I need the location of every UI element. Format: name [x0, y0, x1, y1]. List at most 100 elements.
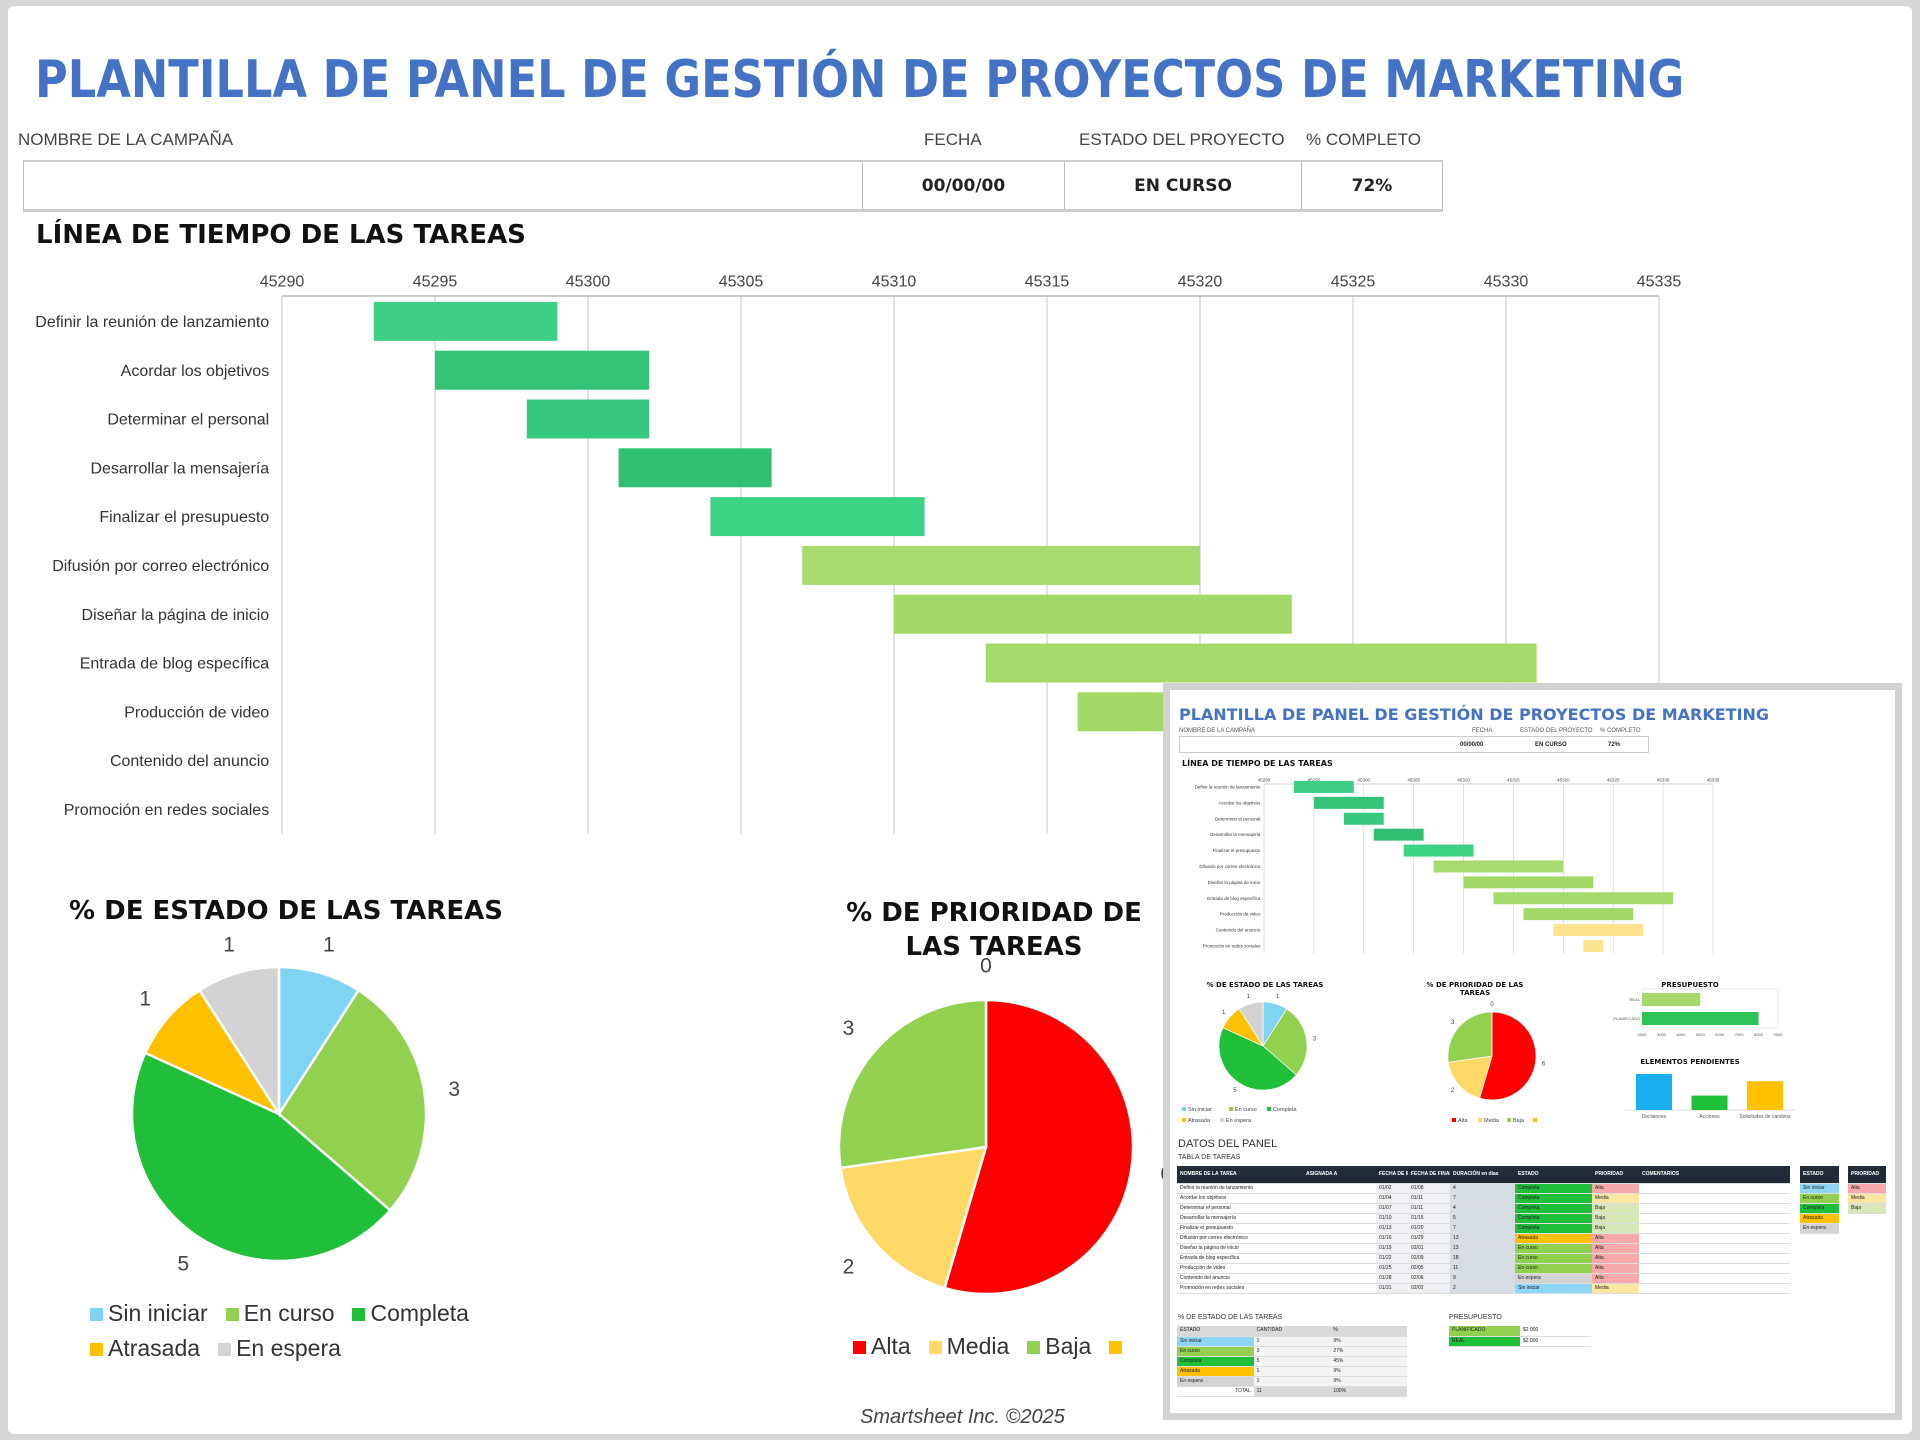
table-cell: Alta — [1592, 1253, 1639, 1264]
status-legend-row2: Atrasada En espera — [90, 1335, 341, 1362]
legend-label: Completa — [1273, 1107, 1297, 1113]
table-cell: Completa — [1515, 1203, 1592, 1214]
gantt-task-label: Difusión por correo electrónico — [1199, 864, 1261, 869]
table-cell: 01/08 — [1408, 1183, 1450, 1194]
table-cell — [1639, 1183, 1790, 1194]
budget-bar-label: PLANIFICADO — [1613, 1016, 1640, 1021]
pie-slice — [277, 965, 361, 1119]
table-cell — [1639, 1193, 1790, 1204]
table-cell — [1639, 1213, 1790, 1224]
table-cell — [1303, 1253, 1376, 1264]
table-row: Diseñar la página de inicio 01/19 02/01 13 E… — [1177, 1243, 1790, 1254]
table-cell: Diseñar la página de inicio — [1177, 1243, 1303, 1254]
table-cell: Completa — [1515, 1193, 1592, 1204]
budget-tick-label: 7000 — [1735, 1032, 1745, 1037]
complete-field[interactable]: 72% — [1301, 162, 1442, 209]
gantt-tick-label: 45310 — [872, 273, 917, 290]
table-cell: $2 000 — [1520, 1326, 1591, 1337]
legend-label: Alta — [871, 1333, 911, 1359]
gantt-bar — [894, 594, 1292, 634]
gantt-bar — [1583, 939, 1604, 952]
legend-item: Atrasada — [90, 1335, 200, 1362]
gantt-task-label: Acordar los objetivos — [121, 363, 270, 380]
table-cell: 01/22 — [1376, 1253, 1408, 1264]
gantt-task-label: Promoción en redes sociales — [64, 802, 269, 819]
gantt-tick-label: 45315 — [1507, 777, 1520, 782]
legend-swatch — [1452, 1118, 1456, 1122]
table-cell: Media — [1592, 1193, 1639, 1204]
legend-swatch — [853, 1341, 866, 1354]
table-cell: En curso — [1515, 1253, 1592, 1264]
table-cell — [1639, 1283, 1790, 1294]
table-cell: 01/02 — [1376, 1183, 1408, 1194]
table-cell: 9 — [1450, 1273, 1515, 1284]
pie-data-label: 1 — [323, 934, 335, 957]
budget-tick-label: 9000 — [1774, 1032, 1784, 1037]
table-header: ESTADO — [1177, 1326, 1254, 1337]
budget-tick-label: 2000 — [1638, 1032, 1648, 1037]
table-cell: 4 — [1450, 1203, 1515, 1214]
thumb-status-table-title: % DE ESTADO DE LAS TAREAS — [1178, 1314, 1283, 1321]
table-cell — [1303, 1273, 1376, 1284]
gantt-bar — [1463, 876, 1594, 889]
legend-label: Media — [946, 1333, 1010, 1359]
thumb-status-title: % DE ESTADO DE LAS TAREAS — [1206, 981, 1324, 989]
table-row: Definir la reunión de lanzamiento 01/02 01… — [1177, 1183, 1790, 1194]
status-field[interactable]: EN CURSO — [1064, 162, 1301, 209]
thumb-pending-title: ELEMENTOS PENDIENTES — [1640, 1058, 1740, 1066]
legend-item: Completa — [352, 1300, 469, 1327]
table-cell: 01/29 — [1408, 1233, 1450, 1244]
table-cell: 01/10 — [1376, 1213, 1408, 1224]
gantt-task-label: Contenido del anuncio — [110, 753, 269, 770]
table-cell: Determinar el personal — [1177, 1203, 1303, 1214]
table-cell: 02/09 — [1408, 1253, 1450, 1264]
table-cell: 2 — [1450, 1283, 1515, 1294]
legend-item: En espera — [218, 1335, 341, 1362]
table-cell: Baja — [1592, 1223, 1639, 1234]
date-field[interactable]: 00/00/00 — [862, 162, 1064, 209]
table-cell: Finalizar el presupuesto — [1177, 1223, 1303, 1234]
pie-slice — [1262, 1008, 1308, 1076]
pie-data-label: 6 — [1542, 1062, 1546, 1068]
gantt-tick-label: 45310 — [1457, 777, 1470, 782]
thumb-budget-table: PLANIFICADO $2 000 REAL $2 000 — [1449, 1326, 1591, 1347]
status-key-item: En espera — [1800, 1223, 1839, 1234]
legend-item: Baja — [1027, 1333, 1091, 1360]
thumb-info-row: 00/00/00 EN CURSO 72% — [1179, 736, 1649, 753]
thumb-status-key: ESTADO Sin iniciar En curso Completa Atrasad… — [1800, 1166, 1839, 1234]
pie-data-label: 3 — [843, 1017, 855, 1040]
thumb-date-value: 00/00/00 — [1460, 742, 1484, 748]
status-key-item: Atrasada — [1800, 1213, 1839, 1224]
table-header: FECHA DE INICIO — [1376, 1166, 1408, 1184]
table-cell: Baja — [1592, 1203, 1639, 1214]
table-cell: 02/05 — [1408, 1263, 1450, 1274]
table-header: PRIORIDAD — [1848, 1166, 1886, 1184]
legend-label: Atrasada — [108, 1335, 201, 1361]
legend-label: Completa — [370, 1300, 469, 1326]
gantt-task-label: Definir la reunión de lanzamiento — [35, 314, 269, 331]
table-cell: REAL — [1449, 1336, 1520, 1347]
table-cell — [1639, 1233, 1790, 1244]
legend-swatch — [1220, 1118, 1224, 1122]
table-row: Finalizar el presupuesto 01/13 01/20 7 Compl… — [1177, 1223, 1790, 1234]
legend-item: Sin iniciar — [90, 1300, 208, 1327]
table-cell: 11 — [1253, 1386, 1331, 1397]
gantt-task-label: Diseñar la página de inicio — [1208, 880, 1261, 885]
table-cell: PLANIFICADO — [1449, 1326, 1520, 1337]
table-cell: Entrada de blog específica — [1177, 1253, 1303, 1264]
table-cell: 01/13 — [1376, 1223, 1408, 1234]
table-cell: En espera — [1515, 1273, 1592, 1284]
budget-tick-label: 8000 — [1754, 1032, 1764, 1037]
gantt-tick-label: 45305 — [1407, 777, 1420, 782]
gantt-task-label: Entrada de blog específica — [80, 656, 270, 673]
table-cell: 9% — [1330, 1366, 1407, 1377]
dashboard-preview-thumbnail: PLANTILLA DE PANEL DE GESTIÓN DE PROYECT… — [1163, 683, 1902, 1420]
table-cell: Completa — [1515, 1213, 1592, 1224]
gantt-bar — [1493, 892, 1674, 905]
gantt-bar — [985, 643, 1537, 683]
pie-slice — [943, 998, 1135, 1296]
gantt-task-label: Desarrollar la mensajería — [90, 460, 269, 477]
pending-bar-label: Decisiones — [1642, 1114, 1667, 1120]
table-cell: Acordar los objetivos — [1177, 1193, 1303, 1204]
